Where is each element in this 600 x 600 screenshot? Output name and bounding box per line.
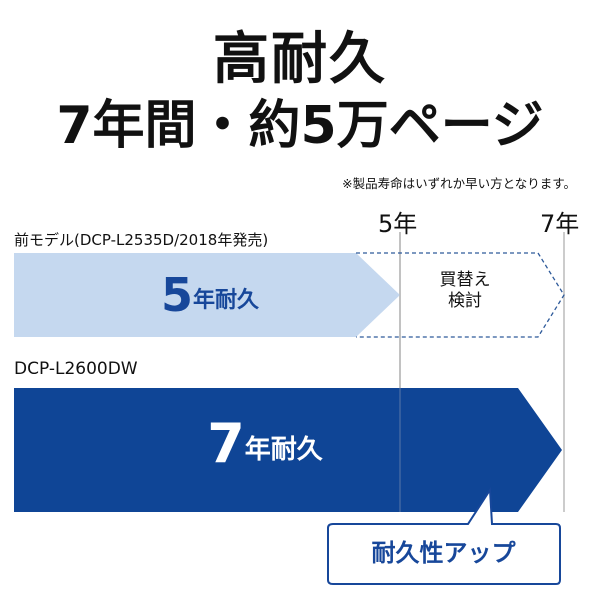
callout-box xyxy=(327,486,561,585)
new-model-label: DCP-L2600DW xyxy=(14,359,138,379)
previous-model-bar xyxy=(14,253,400,337)
previous-model-label: 前モデル(DCP-L2535D/2018年発売) xyxy=(14,231,269,249)
lifetime-note: ※製品寿命はいずれか早い方となります。 xyxy=(342,176,576,191)
replacement-text: 買替え 検討 xyxy=(439,270,491,311)
previous-model-durability: 5年耐久 xyxy=(160,268,260,322)
marker-7-years: 7年 xyxy=(540,210,580,238)
title-line2: 7年間・約5万ページ xyxy=(56,96,544,156)
new-model-bar xyxy=(14,388,562,512)
marker-5-years: 5年 xyxy=(378,210,418,238)
replacement-dashed-outline xyxy=(356,252,565,338)
new-model-durability: 7年耐久 xyxy=(207,412,323,475)
callout-text: 耐久性アップ xyxy=(371,539,516,567)
title-line1: 高耐久 xyxy=(213,27,387,92)
